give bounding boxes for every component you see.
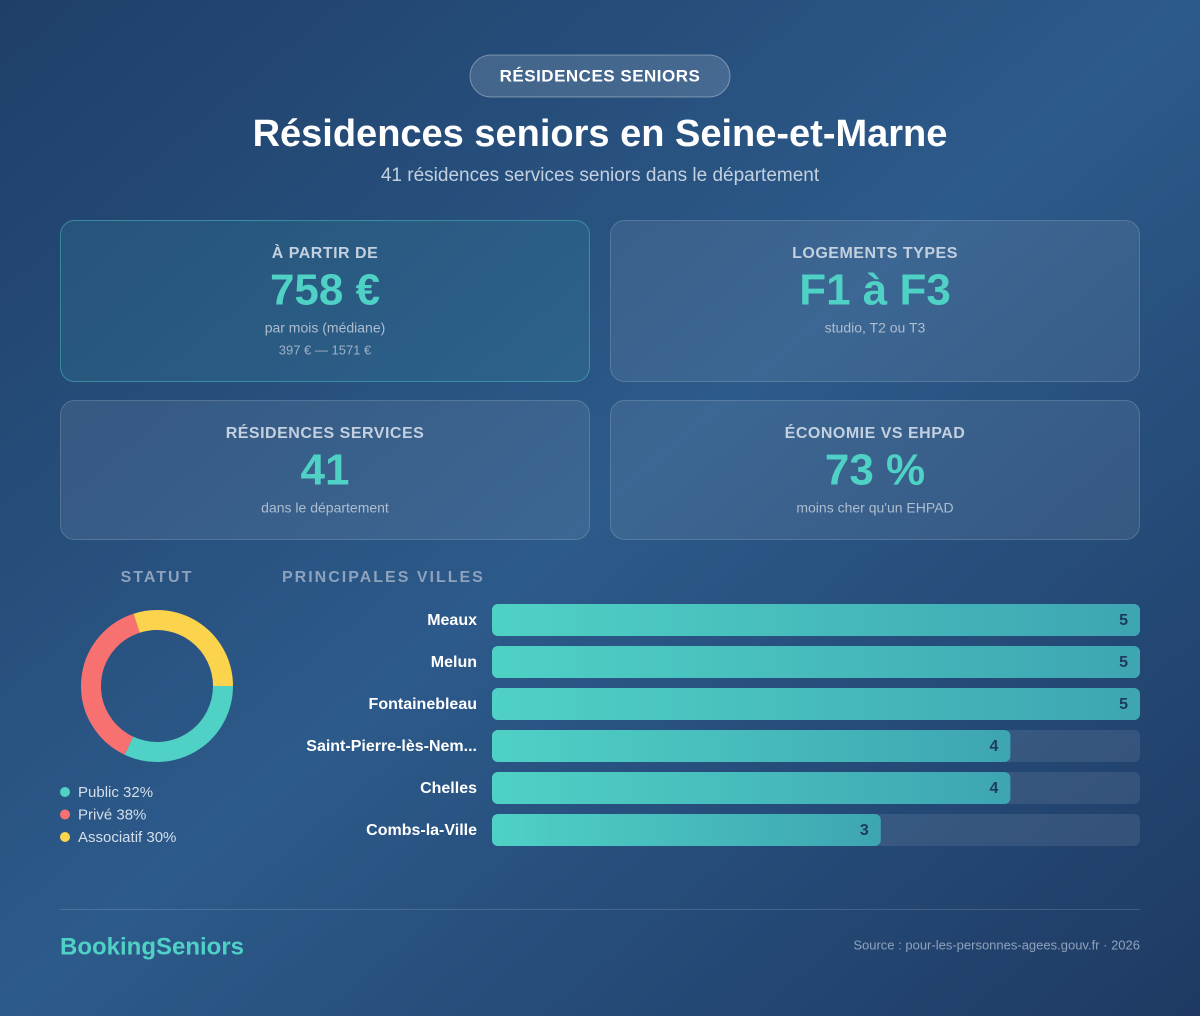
card-value: F1 à F3 (799, 266, 951, 315)
card (610, 400, 1140, 540)
bar-label: Chelles (420, 780, 477, 797)
chart-title: STATUT (121, 569, 194, 586)
donut-segment (133, 610, 233, 687)
badge-text: RÉSIDENCES SENIORS (500, 66, 701, 85)
card-label: RÉSIDENCES SERVICES (226, 423, 425, 442)
bar-label: Melun (431, 654, 477, 671)
bar-label: Meaux (427, 612, 477, 629)
bar (492, 772, 1011, 804)
badge (469, 54, 731, 98)
legend-name: Privé (78, 806, 112, 823)
card-note: moins cher qu'un EHPAD (796, 500, 953, 516)
legend-name: Public (78, 784, 119, 801)
legend-value: 30% (146, 829, 176, 846)
card-value: 73 % (825, 446, 925, 495)
bar-value: 4 (989, 738, 998, 755)
brand: BookingSeniors (60, 933, 244, 960)
donut-segment (124, 685, 233, 762)
title: Résidences seniors en Seine-et-Marne (253, 113, 948, 155)
legend-dot (60, 809, 70, 820)
legend-entry: Associatif 30% (78, 829, 176, 846)
card-label: À PARTIR DE (272, 243, 379, 262)
card (60, 400, 590, 540)
legend-dot (60, 832, 70, 842)
subtitle: 41 résidences services seniors dans le d… (381, 165, 820, 186)
bar (492, 814, 881, 846)
bar-value: 4 (989, 780, 998, 797)
source: Source : pour-les-personnes-agees.gouv.f… (853, 937, 1140, 952)
donut-segment (81, 613, 141, 755)
card-note: par mois (médiane) (265, 320, 386, 336)
bar (492, 688, 1140, 720)
legend-name: Associatif (78, 829, 143, 846)
legend-entry: Privé 38% (78, 806, 146, 823)
legend-value: 38% (116, 806, 146, 823)
bar (492, 730, 1011, 762)
card (610, 220, 1140, 382)
bar-value: 3 (860, 822, 869, 839)
card-label: LOGEMENTS TYPES (792, 245, 958, 262)
bar-label: Combs-la-Ville (366, 822, 477, 839)
legend-value: 32% (123, 784, 153, 801)
card-value: 758 € (270, 266, 380, 315)
bar (492, 604, 1140, 636)
bar-label: Fontainebleau (369, 696, 477, 713)
chart-title: PRINCIPALES VILLES (282, 569, 485, 586)
bar-label: Saint-Pierre-lès-Nem... (306, 738, 477, 755)
bar-value: 5 (1119, 696, 1128, 713)
card-note: dans le département (261, 500, 389, 516)
legend-entry: Public 32% (78, 784, 153, 801)
card-label: ÉCONOMIE VS EHPAD (785, 423, 966, 442)
bar-value: 5 (1119, 612, 1128, 629)
bar (492, 646, 1140, 678)
legend-dot (60, 787, 70, 797)
card-note: studio, T2 ou T3 (825, 320, 926, 336)
bar-value: 5 (1119, 654, 1128, 671)
card (60, 220, 590, 382)
card-range: 397 € — 1571 € (279, 342, 372, 357)
card-value: 41 (301, 446, 350, 495)
